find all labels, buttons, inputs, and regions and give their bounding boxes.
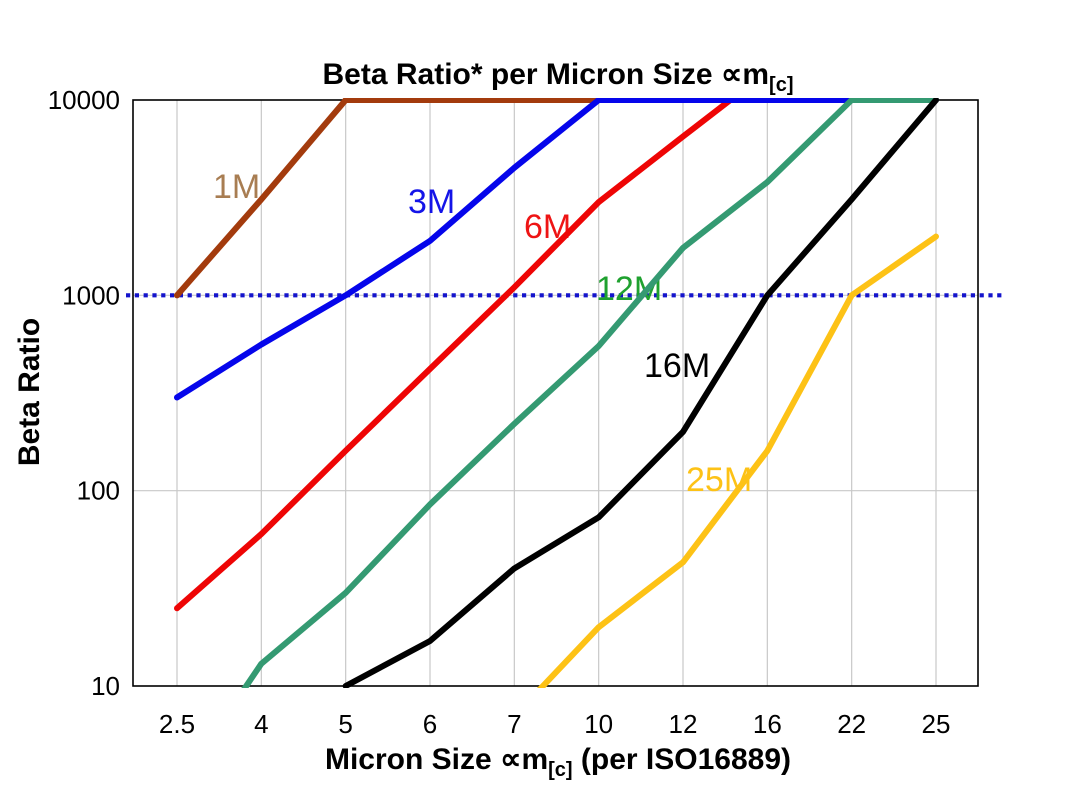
y-tick-label: 100 [77, 476, 120, 506]
series-label-25m: 25M [686, 461, 752, 499]
series-line-12m [241, 98, 939, 688]
x-tick-label: 25 [922, 709, 951, 739]
x-tick-label: 10 [584, 709, 613, 739]
chart-title-text: Beta Ratio* per Micron Size ∝m [322, 58, 770, 91]
x-axis-title-text: Micron Size ∝m [324, 743, 549, 776]
series-label-3m: 3M [408, 183, 455, 221]
x-tick-label: 16 [753, 709, 782, 739]
x-axis-title-suffix: (per ISO16889) [572, 743, 792, 776]
x-tick-label: 2.5 [159, 709, 195, 739]
chart-title-subscript: [c] [769, 74, 794, 96]
x-tick-label: 22 [837, 709, 866, 739]
y-tick-label: 10000 [48, 85, 120, 115]
x-tick-label: 4 [254, 709, 268, 739]
series-line-3m [174, 98, 939, 401]
series-line-16m [342, 98, 939, 688]
x-tick-label: 7 [507, 709, 521, 739]
series-label-12m: 12M [596, 270, 662, 308]
series-label-16m: 16M [644, 347, 710, 385]
y-tick-label: 10 [91, 671, 120, 701]
y-tick-label: 1000 [62, 280, 120, 310]
x-axis-title-subscript: [c] [548, 759, 573, 781]
series-line-6m [174, 98, 738, 612]
x-tick-label: 12 [669, 709, 698, 739]
y-axis-title: Beta Ratio [13, 317, 46, 467]
series-line-25m [536, 233, 939, 688]
x-axis-title: Micron Size ∝m[c] (per ISO16889) [324, 742, 792, 781]
series-label-1m: 1M [213, 168, 260, 206]
x-tick-label: 6 [423, 709, 437, 739]
x-tick-label: 5 [338, 709, 352, 739]
chart-title: Beta Ratio* per Micron Size ∝m[c] [322, 57, 794, 96]
